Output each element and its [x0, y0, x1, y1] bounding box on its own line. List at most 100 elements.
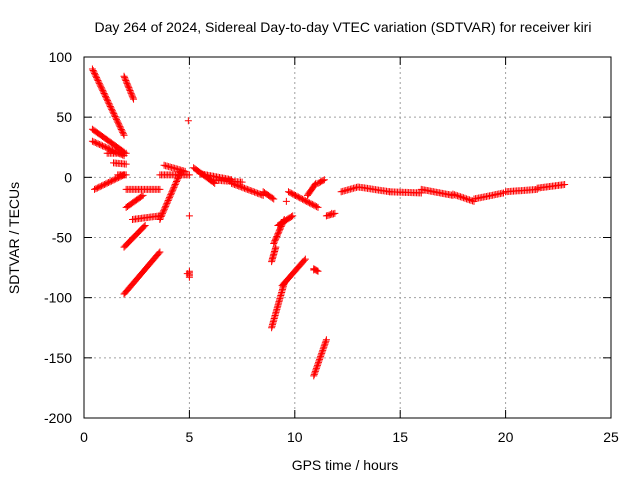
- chart-title: Day 264 of 2024, Sidereal Day-to-day VTE…: [95, 19, 592, 35]
- data-point: [97, 82, 105, 90]
- data-point: [236, 183, 244, 191]
- data-point: [240, 184, 248, 192]
- data-point: [310, 372, 318, 380]
- data-point: [125, 84, 133, 92]
- data-point: [101, 92, 109, 100]
- data-point: [233, 182, 241, 190]
- data-point: [122, 78, 130, 86]
- outlier-point: [183, 270, 191, 278]
- data-point: [318, 348, 326, 356]
- data-point: [249, 188, 257, 196]
- data-point: [164, 196, 172, 204]
- data-point: [322, 337, 330, 345]
- data-point: [172, 179, 180, 187]
- data-point: [160, 205, 168, 213]
- data-point: [112, 114, 120, 122]
- data-point: [98, 142, 106, 150]
- data-point: [229, 180, 237, 188]
- data-point: [156, 215, 164, 223]
- y-tick-label: -200: [44, 410, 72, 426]
- data-point: [157, 214, 165, 222]
- data-point: [109, 108, 117, 116]
- data-point: [93, 139, 101, 147]
- data-point: [155, 249, 163, 257]
- data-point: [272, 243, 280, 251]
- data-point: [110, 111, 118, 119]
- data-point: [115, 121, 123, 129]
- data-point: [317, 351, 325, 359]
- data-point: [313, 267, 321, 275]
- x-tick-label: 10: [287, 429, 303, 445]
- data-point: [167, 191, 175, 199]
- data-point: [122, 149, 130, 157]
- data-point: [312, 364, 320, 372]
- data-point: [101, 91, 109, 99]
- data-point: [185, 273, 193, 281]
- data-point: [158, 210, 166, 218]
- data-point: [320, 343, 328, 351]
- data-point: [88, 65, 96, 73]
- data-point: [95, 78, 103, 86]
- data-point: [165, 195, 173, 203]
- data-point: [321, 339, 329, 347]
- data-point: [108, 107, 116, 115]
- data-point: [124, 82, 132, 90]
- data-point: [112, 115, 120, 123]
- y-tick-label: 100: [49, 49, 73, 65]
- data-point: [312, 366, 320, 374]
- data-point: [322, 336, 330, 344]
- data-point: [121, 74, 129, 82]
- data-point: [138, 192, 146, 200]
- y-axis-label: SDTVAR / TECUs: [6, 182, 22, 294]
- data-point: [169, 186, 177, 194]
- data-point: [311, 369, 319, 377]
- data-point: [162, 202, 170, 210]
- data-point: [270, 195, 278, 203]
- outlier-point: [185, 212, 193, 220]
- data-point: [156, 185, 164, 193]
- data-point: [106, 102, 114, 110]
- data-point: [121, 75, 129, 83]
- data-point: [89, 66, 97, 74]
- data-point: [243, 185, 251, 193]
- data-point: [90, 69, 98, 77]
- data-point: [115, 120, 123, 128]
- data-point: [163, 199, 171, 207]
- data-point: [92, 72, 100, 80]
- data-point: [289, 212, 297, 220]
- data-point: [125, 85, 133, 93]
- data-point: [140, 223, 148, 231]
- outlier-point: [310, 266, 318, 274]
- data-point: [168, 188, 176, 196]
- data-point: [167, 189, 175, 197]
- data-point: [129, 94, 137, 102]
- data-point: [160, 207, 168, 215]
- data-points: [88, 65, 569, 380]
- data-point: [122, 171, 130, 179]
- data-point: [459, 194, 467, 202]
- data-point: [318, 349, 326, 357]
- data-point: [310, 370, 318, 378]
- data-point: [99, 88, 107, 96]
- data-point: [313, 363, 321, 371]
- data-point: [104, 97, 112, 105]
- data-point: [165, 194, 173, 202]
- data-point: [315, 357, 323, 365]
- data-point: [94, 77, 102, 85]
- data-point: [317, 352, 325, 360]
- data-point: [116, 123, 124, 131]
- data-point: [91, 139, 99, 147]
- data-point: [319, 176, 327, 184]
- data-point: [320, 342, 328, 350]
- outlier-point: [184, 117, 192, 125]
- x-tick-label: 20: [498, 429, 514, 445]
- data-point: [107, 104, 115, 112]
- data-point: [99, 87, 107, 95]
- data-point: [117, 124, 125, 132]
- x-tick-label: 0: [80, 429, 88, 445]
- data-point: [90, 68, 98, 76]
- data-point: [169, 185, 177, 193]
- data-point: [458, 193, 466, 201]
- data-point: [162, 201, 170, 209]
- data-point: [128, 92, 136, 100]
